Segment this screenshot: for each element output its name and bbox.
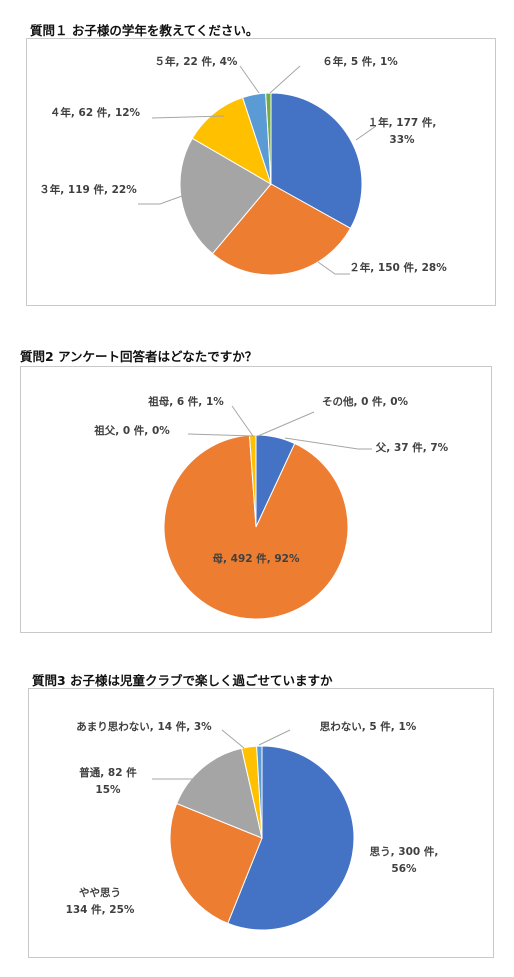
chart2-data-label-4: 祖母, 6 件, 1% [147,395,224,408]
chart1-slice-6 [265,92,272,185]
chart2-data-label-2: 母, 492 件, 92% [213,552,300,565]
chart2-slice-2 [163,434,349,620]
chart1-data-label-3: ３年, 119 件, 22% [39,183,137,196]
chart2-data-label-5: その他, 0 件, 0% [322,395,409,408]
q1-title: 質問１ お子様の学年を教えてください。 [30,23,259,38]
chart1-leader-1 [355,125,377,141]
chart1-slice-1 [270,92,363,229]
chart1-leader-4 [151,115,225,119]
chart1-leader-3 [138,195,183,205]
chart2-leader-3 [187,433,255,437]
chart3-slice-5 [256,745,263,839]
chart2-data-label-3: 祖父, 0 件, 0% [93,424,170,437]
chart3-data-label-5: 思わない, 5 件, 1% [320,720,417,733]
chart1-leader-2 [317,261,350,275]
chart3-leader-4 [221,729,245,749]
chart1-data-label-2: ２年, 150 件, 28% [349,261,447,274]
chart1-data-label-6: ６年, 5 件, 1% [322,55,398,68]
q2-title: 質問2 アンケート回答者はどなたですか？ [20,349,258,364]
chart1-leader-6 [269,65,301,94]
chart3-data-label-1: 思う, 300 件, 56% [370,845,439,875]
chart1-leader-5 [239,65,260,94]
chart3-leader-5 [258,729,291,746]
chart3-slice-2 [169,802,263,925]
chart2-data-label-1: 父, 37 件, 7% [375,441,449,454]
chart2-leader-1 [284,437,372,450]
chart1-data-label-1: １年, 177 件, 33% [368,116,437,146]
chart3-slice-3 [176,747,263,839]
chart3-data-label-2: やや思う 134 件, 25% [66,887,135,916]
chart1-data-label-5: ５年, 22 件, 4% [155,55,238,68]
chart3-data-label-4: あまり思わない, 14 件, 3% [76,720,212,733]
q3-title: 質問3 お子様は児童クラブで楽しく過ごせていますか [32,673,333,688]
chart2-leader-4 [231,405,254,437]
chart1-data-label-4: ４年, 62 件, 12% [50,106,141,119]
chart3-slice-1 [227,745,355,931]
chart3-data-label-3: 普通, 82 件 15% [79,766,137,796]
chart1-slice-4 [191,96,272,186]
chart2-leader-5 [257,411,315,437]
chart1-slice-2 [211,183,352,276]
chart1-slice-3 [179,137,272,255]
